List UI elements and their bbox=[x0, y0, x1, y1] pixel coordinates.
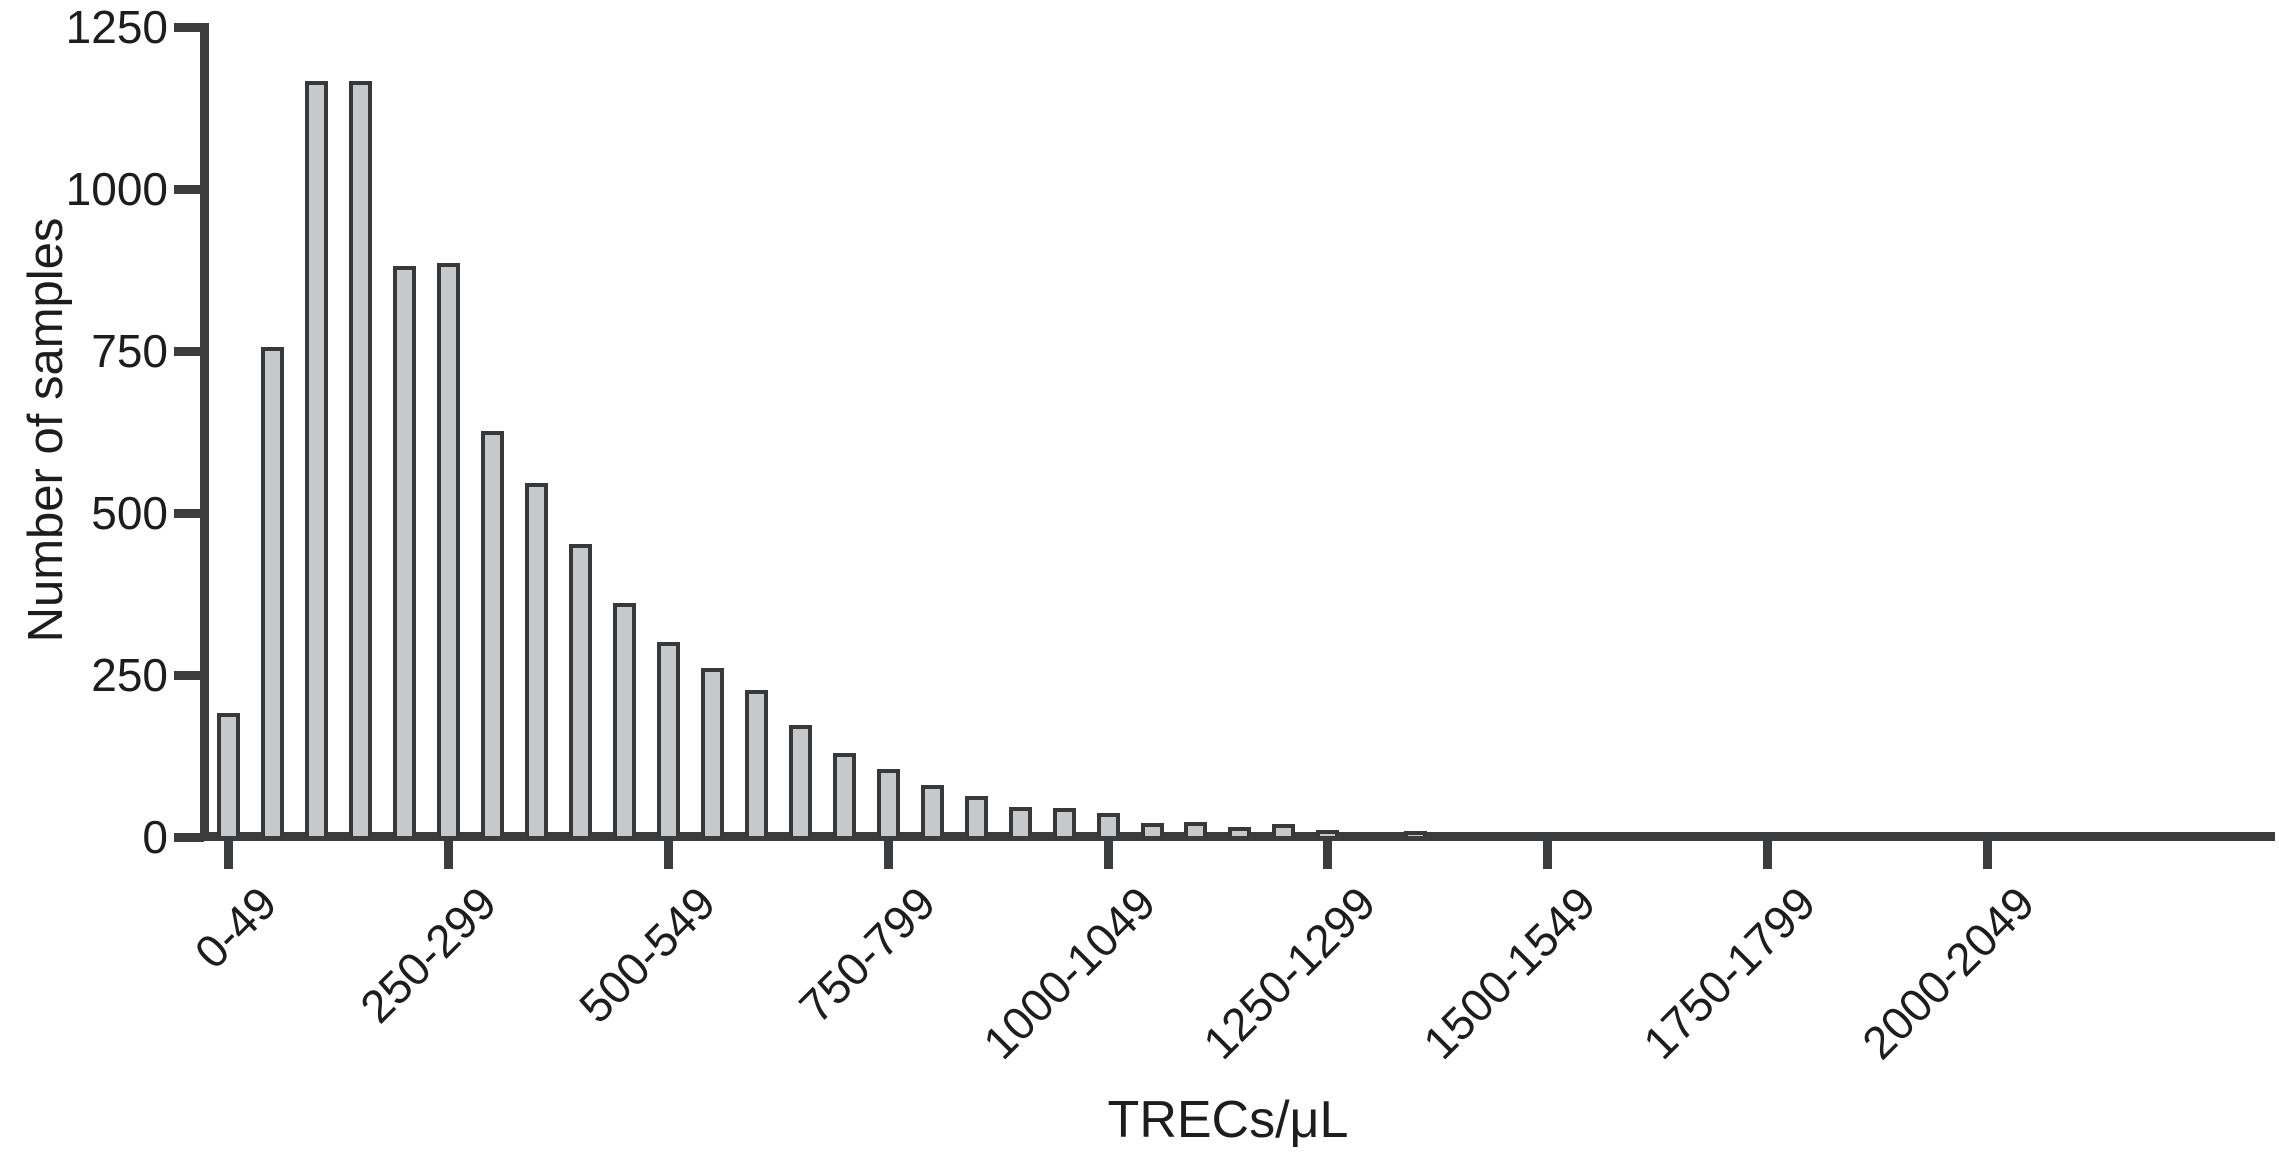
x-tick-label: 0-49 bbox=[184, 876, 286, 979]
y-axis-title: Number of samples bbox=[19, 217, 73, 643]
x-axis-tick bbox=[1543, 841, 1553, 869]
bar bbox=[1184, 822, 1208, 836]
x-axis-tick bbox=[1103, 841, 1113, 869]
bar bbox=[920, 785, 944, 836]
bar bbox=[1052, 808, 1076, 836]
y-axis-tick bbox=[174, 346, 204, 356]
bar bbox=[1096, 813, 1120, 836]
y-axis-tick bbox=[174, 22, 204, 32]
x-axis-tick bbox=[1763, 841, 1772, 869]
x-axis-tick bbox=[1323, 841, 1333, 869]
x-tick-label: 500-549 bbox=[569, 876, 726, 1033]
y-tick-label: 250 bbox=[91, 649, 168, 701]
y-tick-label: 0 bbox=[142, 811, 168, 863]
bar bbox=[744, 690, 768, 836]
y-tick-label: 1250 bbox=[65, 1, 168, 53]
y-tick-label: 750 bbox=[91, 325, 168, 377]
x-tick-label: 1000-1049 bbox=[973, 876, 1166, 1069]
bar bbox=[1228, 827, 1252, 836]
y-axis-tick bbox=[174, 670, 204, 680]
x-axis-tick bbox=[1982, 841, 1992, 869]
y-axis-tick bbox=[174, 184, 204, 194]
x-axis-line bbox=[200, 832, 2275, 841]
y-tick-label: 500 bbox=[91, 487, 168, 539]
bar bbox=[788, 725, 812, 836]
bar bbox=[261, 347, 285, 836]
bar bbox=[1140, 823, 1164, 836]
bar bbox=[524, 483, 548, 836]
x-tick-label: 2000-2049 bbox=[1852, 876, 2045, 1069]
bar bbox=[568, 544, 592, 836]
bar bbox=[700, 668, 724, 836]
bar bbox=[393, 266, 416, 836]
bar bbox=[612, 603, 636, 836]
y-axis-tick bbox=[174, 832, 204, 842]
y-axis-line bbox=[200, 23, 209, 841]
bar bbox=[480, 431, 504, 836]
x-axis-tick bbox=[663, 841, 673, 869]
x-tick-label: 1750-1799 bbox=[1632, 876, 1825, 1069]
bar bbox=[1316, 830, 1340, 836]
x-tick-label: 1500-1549 bbox=[1412, 876, 1606, 1069]
bar bbox=[1272, 824, 1296, 836]
bar bbox=[436, 263, 460, 836]
bar bbox=[832, 753, 856, 836]
bar bbox=[349, 81, 372, 836]
x-tick-label: 1250-1299 bbox=[1192, 876, 1386, 1069]
bar bbox=[1404, 831, 1428, 836]
bar bbox=[217, 713, 241, 836]
x-axis-tick bbox=[443, 841, 453, 869]
bar bbox=[876, 769, 900, 836]
y-axis-tick bbox=[174, 508, 204, 518]
bar bbox=[964, 796, 988, 836]
bar bbox=[1008, 807, 1032, 836]
x-axis-tick bbox=[883, 841, 893, 869]
y-tick-label: 1000 bbox=[65, 163, 168, 215]
bar bbox=[656, 642, 680, 836]
x-tick-label: 750-799 bbox=[789, 876, 946, 1033]
bar bbox=[305, 81, 328, 836]
x-tick-label: 250-299 bbox=[349, 876, 506, 1033]
x-axis-tick bbox=[224, 841, 234, 869]
x-axis-title: TRECs/μL bbox=[1107, 1091, 1349, 1149]
